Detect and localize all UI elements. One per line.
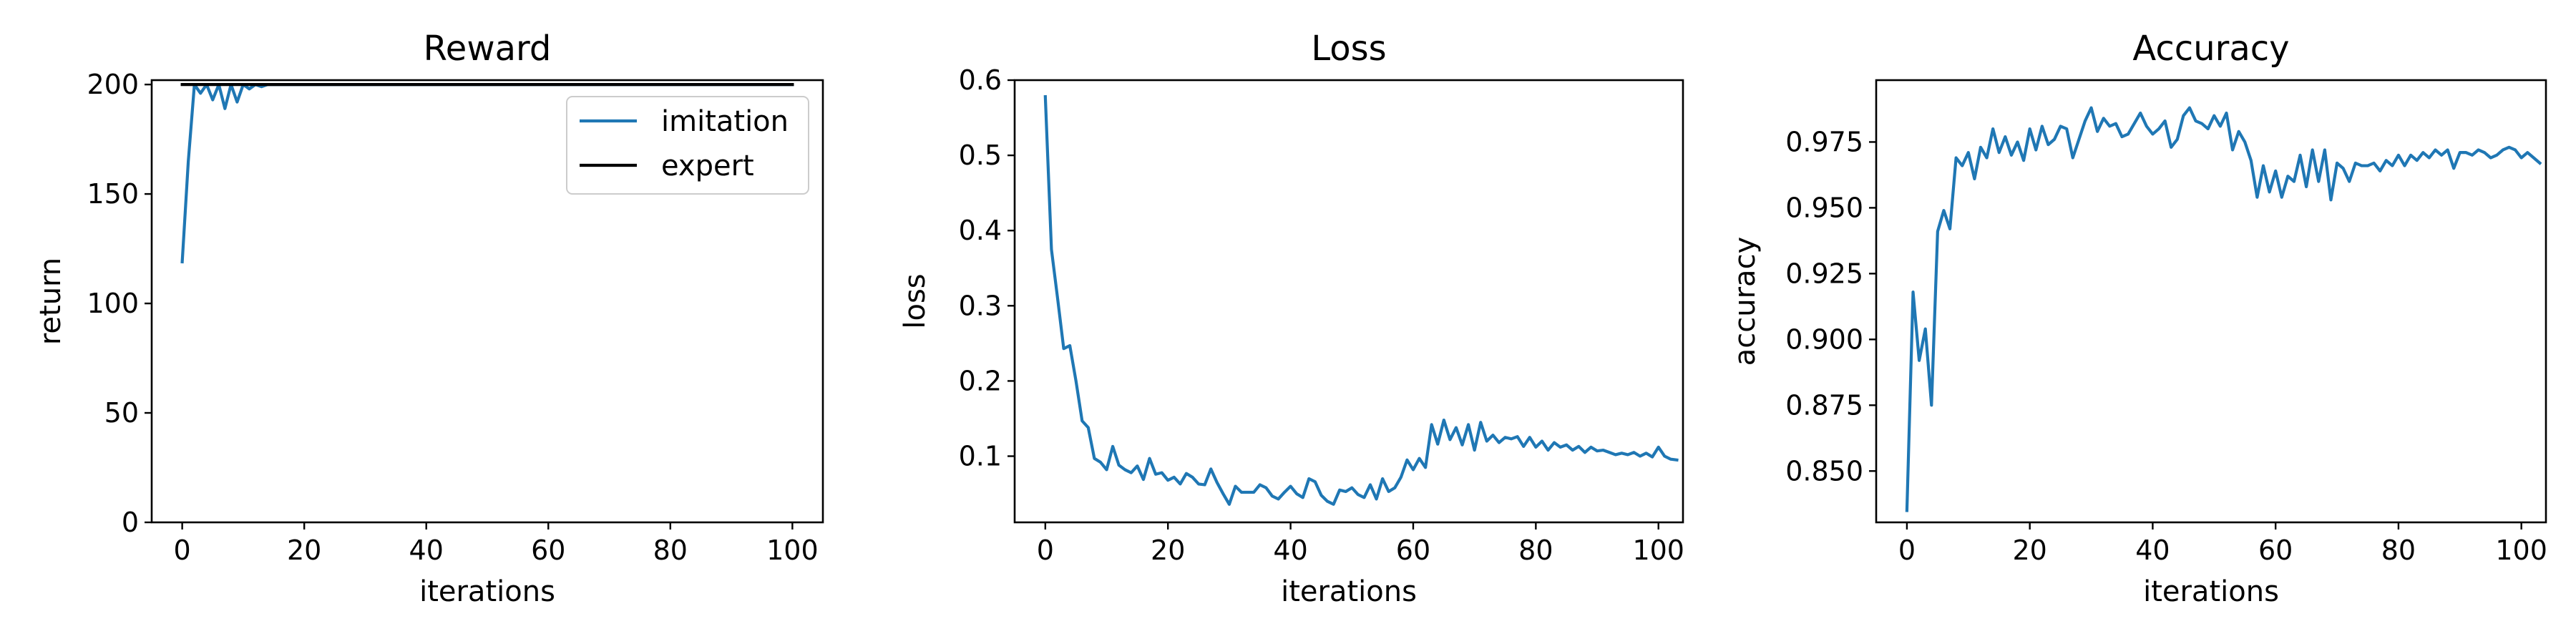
plot-frame [1875, 79, 2547, 524]
legend-label-imitation: imitation [661, 105, 789, 138]
y-tick-label: 0.1 [959, 441, 1002, 472]
x-tick-label: 0 [174, 535, 191, 566]
x-axis-label: iterations [2143, 575, 2279, 608]
series-line-data [1043, 94, 1679, 506]
chart-title: Accuracy [2132, 29, 2289, 69]
x-tick-label: 60 [1396, 535, 1430, 566]
y-axis-label: return [34, 258, 67, 345]
y-axis-label: loss [899, 273, 932, 328]
y-tick-label: 50 [104, 397, 139, 429]
subplot-accuracy: 0 20 40 60 80 100 0.850 0.875 0.900 0.925 0.950 0.9… [1729, 29, 2547, 608]
y-tick-label: 150 [87, 178, 139, 210]
x-tick-label: 40 [1273, 535, 1307, 566]
x-axis-label: iterations [419, 575, 555, 608]
x-tick-label: 20 [2012, 535, 2046, 566]
subplot-loss: 0 20 40 60 80 100 0.1 0.2 0.3 0.4 0.5 0.6 Loss iterat… [899, 29, 1684, 608]
y-tick-label: 0.2 [959, 365, 1002, 396]
chart-title: Loss [1311, 29, 1386, 69]
y-tick-label: 0.5 [959, 140, 1002, 171]
y-axis-label: accuracy [1729, 237, 1762, 366]
plot-frame [150, 79, 824, 524]
x-tick-label: 60 [2258, 535, 2293, 566]
y-tick-label: 0.875 [1785, 389, 1863, 421]
plot-frame [1013, 79, 1684, 524]
x-tick-label: 60 [531, 535, 565, 566]
x-axis-label: iterations [1281, 575, 1417, 608]
x-tick-label: 80 [653, 535, 688, 566]
x-tick-label: 40 [409, 535, 444, 566]
x-tick-label: 20 [287, 535, 321, 566]
x-tick-label: 0 [1037, 535, 1054, 566]
x-tick-label: 0 [1898, 535, 1916, 566]
legend-label-expert: expert [661, 150, 754, 182]
y-tick-label: 0.3 [959, 290, 1002, 321]
y-tick-label: 0.850 [1785, 455, 1863, 487]
chart-title: Reward [424, 29, 552, 69]
x-tick-label: 100 [766, 535, 819, 566]
x-tick-label: 80 [2381, 535, 2416, 566]
x-tick-label: 100 [1632, 535, 1684, 566]
x-tick-label: 40 [2135, 535, 2170, 566]
y-tick-label: 0.925 [1785, 258, 1863, 289]
series-line-data [1905, 106, 2542, 512]
x-tick-label: 80 [1518, 535, 1553, 566]
x-tick-label: 20 [1151, 535, 1185, 566]
y-tick-label: 0.975 [1785, 126, 1863, 157]
x-tick-label: 100 [2495, 535, 2547, 566]
y-tick-label: 100 [87, 288, 139, 319]
y-tick-label: 0.950 [1785, 192, 1863, 223]
y-tick-label: 0.900 [1785, 323, 1863, 355]
y-tick-label: 0 [122, 507, 139, 538]
y-tick-label: 0.6 [959, 64, 1002, 96]
y-tick-label: 0.4 [959, 215, 1002, 246]
y-tick-label: 200 [87, 69, 139, 100]
legend: imitation expert [566, 96, 809, 195]
subplot-reward: 0 20 40 60 80 100 0 50 100 150 200 Reward iterations… [34, 29, 824, 608]
